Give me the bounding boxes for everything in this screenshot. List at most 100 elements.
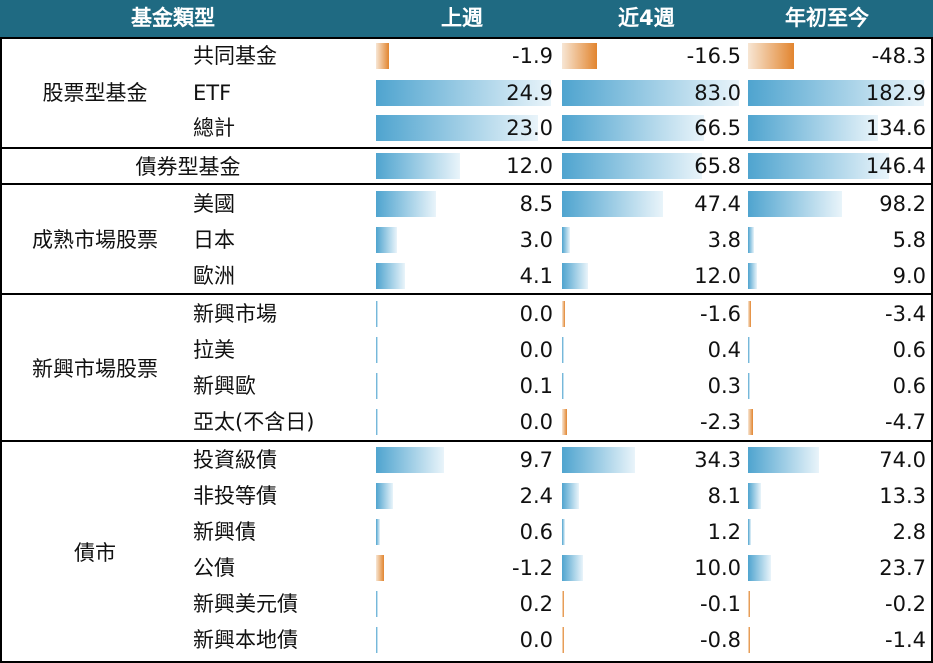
value-bar	[376, 80, 551, 106]
value-bar	[562, 555, 583, 581]
value-cell: -1.9	[512, 44, 553, 68]
value-bar	[562, 80, 739, 106]
value-cell: 47.4	[694, 192, 741, 216]
value-bar	[748, 301, 751, 327]
row-separator	[0, 293, 933, 295]
value-cell: -1.6	[700, 302, 741, 326]
value-cell: 0.1	[519, 374, 553, 398]
value-cell: -4.7	[885, 410, 926, 434]
row-label: 公債	[193, 556, 235, 580]
value-cell: 146.4	[865, 154, 926, 178]
value-cell: 182.9	[865, 81, 926, 105]
value-cell: -1.4	[885, 628, 926, 652]
value-bar	[562, 115, 704, 141]
row-label: 投資級債	[193, 448, 277, 472]
value-bar	[562, 373, 564, 399]
value-bar	[748, 115, 878, 141]
group-label: 新興市場股票	[32, 356, 158, 381]
row-label: 新興市場	[193, 302, 277, 326]
value-bar	[748, 409, 753, 435]
value-cell: 8.5	[519, 192, 553, 216]
value-cell: -0.1	[700, 592, 741, 616]
value-bar	[562, 153, 702, 179]
value-cell: 0.6	[892, 338, 926, 362]
value-cell: 9.7	[519, 448, 553, 472]
value-cell: 34.3	[694, 448, 741, 472]
value-cell: 0.3	[707, 374, 741, 398]
table-left-border	[0, 37, 2, 663]
value-bar	[748, 591, 750, 617]
value-cell: 0.6	[892, 374, 926, 398]
group-label: 債市	[74, 541, 116, 565]
row-label: 日本	[193, 228, 235, 252]
value-bar	[748, 153, 889, 179]
value-bar	[748, 373, 750, 399]
table-header: 基金類型 上週 近4週 年初至今	[0, 0, 933, 37]
value-bar	[376, 555, 384, 581]
group-label: 股票型基金	[42, 81, 148, 105]
value-bar	[562, 301, 565, 327]
value-cell: 2.4	[519, 484, 553, 508]
value-cell: -0.8	[700, 628, 741, 652]
value-cell: 23.0	[506, 116, 553, 140]
value-bar	[748, 519, 751, 545]
row-label: 總計	[193, 116, 235, 140]
value-bar	[376, 519, 380, 545]
value-bar	[376, 153, 460, 179]
value-bar	[748, 555, 771, 581]
value-bar	[376, 447, 444, 473]
value-bar	[748, 191, 842, 217]
value-cell: 5.8	[892, 228, 926, 252]
value-cell: 0.0	[519, 628, 553, 652]
value-bar	[562, 483, 579, 509]
value-cell: 2.8	[892, 520, 926, 544]
value-bar	[562, 409, 567, 435]
row-label: 美國	[193, 192, 235, 216]
value-bar	[562, 337, 564, 363]
value-cell: 83.0	[694, 81, 741, 105]
row-separator	[0, 183, 933, 185]
value-cell: -1.2	[512, 556, 553, 580]
value-cell: 66.5	[694, 116, 741, 140]
value-cell: 8.1	[707, 484, 741, 508]
value-cell: 12.0	[506, 154, 553, 178]
row-label: 新興債	[193, 520, 256, 544]
value-bar	[562, 263, 588, 289]
value-cell: 74.0	[879, 448, 926, 472]
value-bar	[748, 263, 757, 289]
value-bar	[748, 483, 761, 509]
value-bar	[748, 43, 794, 69]
value-bar	[748, 337, 750, 363]
row-label: 歐洲	[193, 264, 235, 288]
row-separator	[0, 37, 933, 39]
value-bar	[376, 483, 393, 509]
value-cell: -3.4	[885, 302, 926, 326]
value-bar	[562, 227, 570, 253]
row-label: 亞太(不含日)	[193, 410, 315, 434]
value-cell: 134.6	[865, 116, 926, 140]
value-bar	[562, 519, 565, 545]
header-ytd: 年初至今	[785, 6, 869, 30]
value-cell: 0.4	[707, 338, 741, 362]
value-bar	[376, 627, 378, 653]
row-separator	[0, 147, 933, 149]
group-label: 成熟市場股票	[32, 228, 158, 252]
value-cell: 0.6	[519, 520, 553, 544]
value-cell: 65.8	[694, 154, 741, 178]
value-cell: 10.0	[694, 556, 741, 580]
value-cell: 0.0	[519, 410, 553, 434]
row-label: 拉美	[193, 338, 235, 362]
value-cell: -16.5	[686, 44, 741, 68]
value-bar	[376, 115, 538, 141]
value-bar	[376, 373, 378, 399]
value-bar	[376, 43, 389, 69]
value-bar	[376, 227, 397, 253]
value-cell: 9.0	[892, 264, 926, 288]
value-bar	[376, 191, 436, 217]
value-bar	[376, 301, 378, 327]
value-cell: 0.2	[519, 592, 553, 616]
value-bar	[748, 80, 924, 106]
value-cell: 0.0	[519, 338, 553, 362]
value-cell: 3.8	[707, 228, 741, 252]
value-bar	[376, 591, 378, 617]
